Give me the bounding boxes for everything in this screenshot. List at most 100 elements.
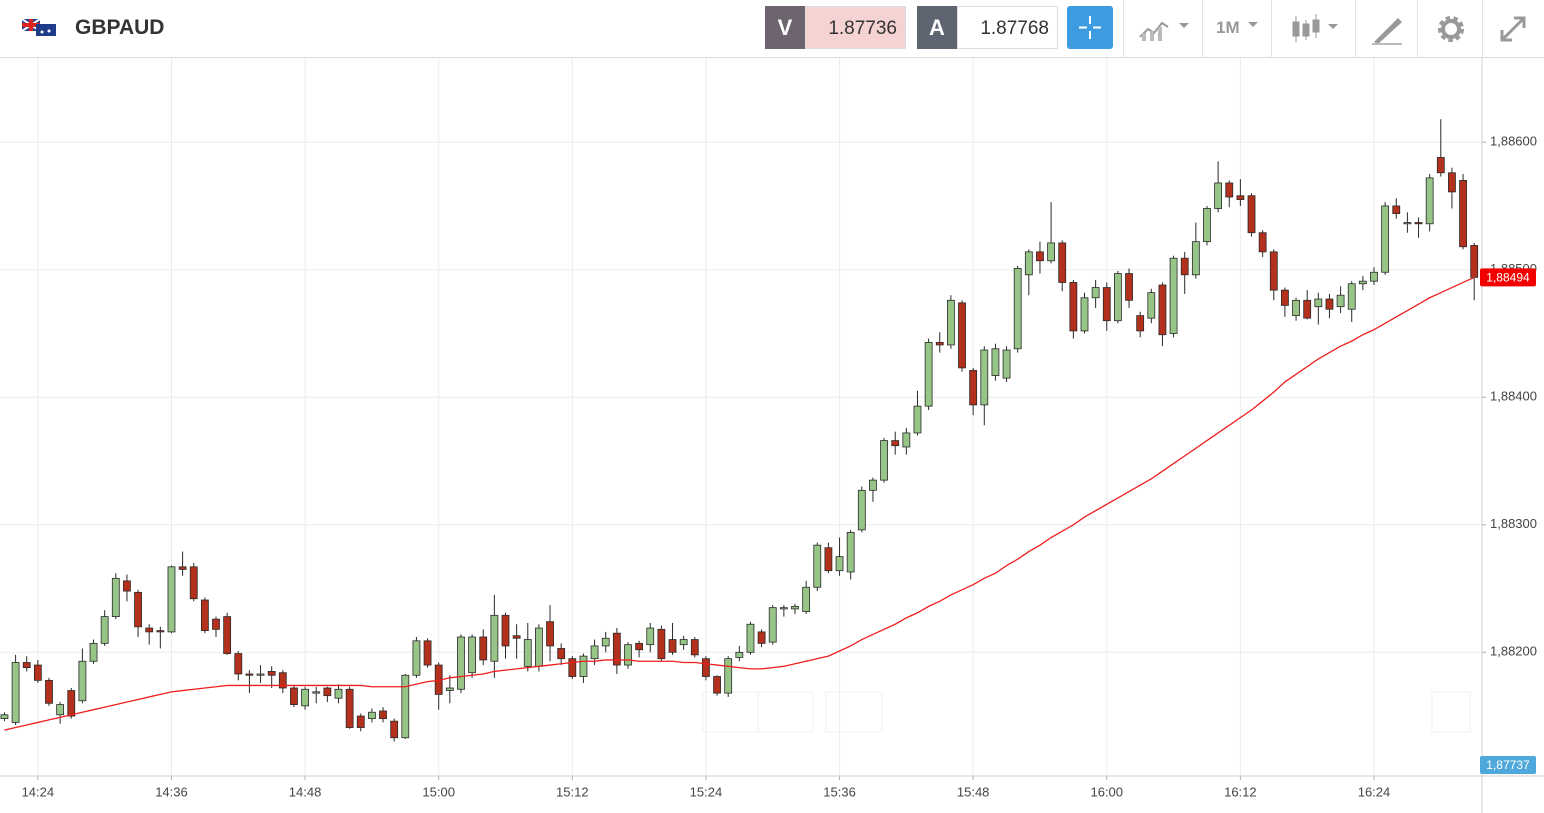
candle-body bbox=[802, 586, 811, 612]
candle-body bbox=[1203, 208, 1211, 243]
candle-body bbox=[768, 607, 777, 643]
candle-body bbox=[100, 616, 109, 644]
candle-body bbox=[1147, 292, 1156, 319]
candle-body bbox=[1158, 284, 1167, 336]
candle-body bbox=[913, 405, 922, 434]
candle-body bbox=[791, 605, 799, 610]
candle-body bbox=[234, 653, 243, 675]
candle-body bbox=[45, 679, 53, 704]
candle-body bbox=[278, 672, 287, 689]
candle-body bbox=[1058, 242, 1067, 283]
candle-body bbox=[1314, 298, 1323, 308]
candle-body bbox=[1114, 273, 1122, 322]
x-tick-label: 15:00 bbox=[422, 784, 455, 799]
candle-body bbox=[1225, 182, 1234, 198]
candle-body bbox=[1102, 287, 1111, 322]
candle-body bbox=[1214, 182, 1223, 209]
overlay-box bbox=[1431, 691, 1471, 733]
candle-body bbox=[1459, 180, 1467, 248]
moving-average-line bbox=[4, 276, 1475, 731]
candle-body bbox=[980, 349, 989, 406]
toolbar: GBPAUD V 1.87736 A 1.87768 1M bbox=[0, 0, 1544, 58]
buy-label[interactable]: A bbox=[917, 6, 957, 49]
timeframe-caret[interactable] bbox=[1248, 22, 1262, 32]
candle-body bbox=[612, 632, 621, 666]
settings-button[interactable] bbox=[1434, 12, 1468, 46]
candle-body bbox=[1448, 172, 1456, 193]
sell-price[interactable]: 1.87736 bbox=[805, 6, 906, 49]
candle-body bbox=[1292, 299, 1300, 317]
candle-body bbox=[991, 348, 1000, 376]
candle-body bbox=[1136, 315, 1145, 332]
x-tick-label: 16:12 bbox=[1224, 784, 1257, 799]
draw-button[interactable] bbox=[1370, 12, 1404, 46]
candle-body bbox=[880, 440, 888, 481]
candle-body bbox=[1414, 222, 1423, 225]
candle-body bbox=[345, 688, 354, 728]
candle-body bbox=[1091, 287, 1100, 299]
candle-body bbox=[1002, 349, 1011, 379]
candle-body bbox=[301, 688, 309, 707]
candle-body bbox=[167, 566, 176, 633]
candle-body bbox=[523, 639, 532, 667]
candle-body bbox=[312, 691, 321, 694]
candle-body bbox=[1336, 294, 1345, 308]
candle-body bbox=[1403, 222, 1412, 225]
candle-body bbox=[702, 658, 710, 677]
candle-body bbox=[111, 577, 120, 617]
x-tick-label: 16:00 bbox=[1090, 784, 1123, 799]
candle-body bbox=[1047, 242, 1055, 262]
candle-body bbox=[846, 532, 855, 573]
candle-body bbox=[56, 704, 65, 716]
candle-body bbox=[1392, 205, 1401, 214]
candle-body bbox=[1258, 232, 1267, 253]
crosshair-button[interactable] bbox=[1067, 6, 1113, 49]
candle-body bbox=[546, 621, 554, 647]
candle-body bbox=[1325, 298, 1334, 310]
candle-body bbox=[356, 715, 365, 728]
candle-body bbox=[134, 591, 142, 628]
candle-body bbox=[779, 607, 788, 610]
candle-body bbox=[679, 639, 688, 646]
candle-body bbox=[902, 432, 911, 448]
x-tick-label: 14:36 bbox=[155, 784, 188, 799]
y-tick-label: 1,88200 bbox=[1490, 644, 1537, 659]
price-tag bbox=[1480, 268, 1536, 287]
candle-body bbox=[1347, 283, 1356, 310]
candle-body bbox=[178, 566, 187, 570]
timeframe[interactable]: 1M bbox=[1216, 18, 1240, 37]
candle-body bbox=[835, 556, 844, 572]
candle-body bbox=[189, 566, 198, 600]
candle-body bbox=[657, 628, 666, 660]
candle-body bbox=[857, 489, 866, 531]
candle-body bbox=[367, 711, 376, 720]
candle-body bbox=[946, 299, 955, 346]
candle-body bbox=[1303, 299, 1312, 319]
overlay-box bbox=[757, 691, 814, 733]
x-tick-label: 15:24 bbox=[690, 784, 723, 799]
x-tick-label: 15:36 bbox=[823, 784, 856, 799]
chart-type-button[interactable] bbox=[1290, 12, 1346, 46]
candle-body bbox=[590, 645, 599, 660]
candle-body bbox=[33, 664, 42, 681]
candle-body bbox=[1425, 177, 1434, 225]
y-tick-label: 1,88600 bbox=[1490, 134, 1537, 149]
buy-price[interactable]: 1.87768 bbox=[957, 6, 1058, 49]
candle-body bbox=[468, 636, 477, 674]
candle-body bbox=[0, 714, 9, 720]
fullscreen-button[interactable] bbox=[1496, 12, 1530, 46]
candle-body bbox=[223, 616, 232, 654]
candle-body bbox=[813, 544, 822, 588]
candle-body bbox=[935, 341, 944, 346]
candle-body bbox=[1069, 282, 1078, 332]
candle-body bbox=[1269, 251, 1278, 291]
candle-body bbox=[891, 440, 900, 447]
candle-body bbox=[824, 547, 833, 572]
candle-body bbox=[512, 635, 521, 639]
candle-body bbox=[1436, 157, 1445, 174]
sell-label[interactable]: V bbox=[765, 6, 805, 49]
indicator-button[interactable] bbox=[1138, 15, 1194, 43]
overlay-box bbox=[825, 691, 883, 733]
candle-body bbox=[22, 662, 31, 668]
